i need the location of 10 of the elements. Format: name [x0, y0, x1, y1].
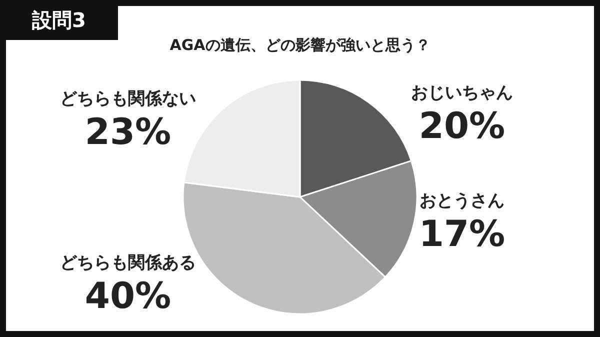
text: 設問3 [31, 8, 86, 32]
slice-label: おとうさん [420, 190, 504, 211]
slice-label: どちらも関係ある [60, 253, 196, 273]
slice-label: どちらも関係ない [60, 89, 196, 110]
data-label: 20% [418, 106, 506, 147]
data-label: 23% [84, 112, 172, 154]
chart-title: AGAの遺伝、どの影響が強いと思う？ [170, 36, 430, 54]
data-label: 17% [418, 214, 506, 255]
data-label: 40% [84, 276, 172, 317]
slice-label: おじいちゃん [411, 82, 513, 103]
